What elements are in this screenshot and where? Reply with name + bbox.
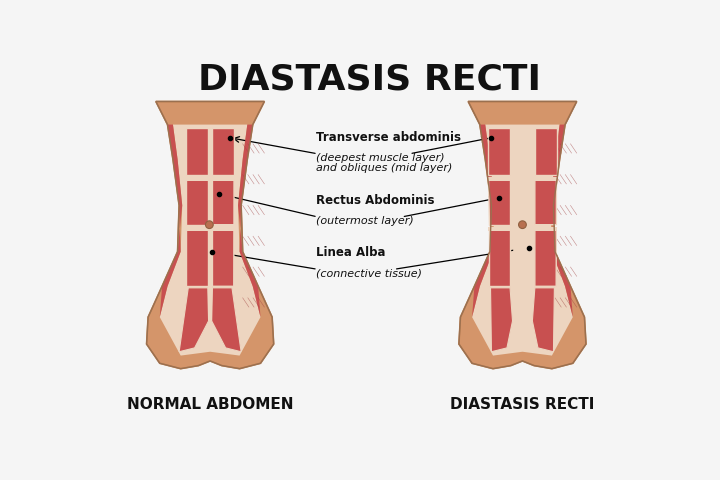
- Polygon shape: [208, 129, 212, 321]
- Polygon shape: [489, 229, 510, 286]
- Polygon shape: [212, 288, 241, 352]
- Text: (deepest muscle layer): (deepest muscle layer): [316, 153, 445, 163]
- Polygon shape: [472, 125, 573, 356]
- Polygon shape: [532, 288, 554, 352]
- Polygon shape: [186, 129, 208, 175]
- Polygon shape: [510, 129, 535, 321]
- Polygon shape: [535, 129, 557, 175]
- Polygon shape: [472, 125, 495, 317]
- Text: DIASTASIS RECTI: DIASTASIS RECTI: [197, 62, 541, 96]
- Polygon shape: [238, 125, 261, 317]
- Polygon shape: [488, 179, 510, 225]
- Polygon shape: [212, 229, 234, 286]
- Text: (connective tissue): (connective tissue): [316, 269, 423, 278]
- Polygon shape: [160, 125, 182, 317]
- Text: DIASTASIS RECTI: DIASTASIS RECTI: [450, 396, 595, 412]
- Polygon shape: [550, 125, 573, 317]
- Ellipse shape: [518, 221, 526, 228]
- Polygon shape: [535, 229, 557, 286]
- Polygon shape: [186, 177, 234, 181]
- Polygon shape: [459, 101, 586, 369]
- Polygon shape: [488, 129, 510, 175]
- Text: NORMAL ABDOMEN: NORMAL ABDOMEN: [127, 396, 293, 412]
- Ellipse shape: [205, 221, 213, 228]
- Text: Transverse abdominis: Transverse abdominis: [316, 131, 462, 144]
- Polygon shape: [186, 229, 208, 286]
- Text: (outermost layer): (outermost layer): [316, 216, 414, 226]
- Polygon shape: [212, 179, 234, 225]
- Polygon shape: [488, 227, 557, 231]
- Polygon shape: [212, 129, 234, 175]
- Polygon shape: [186, 179, 208, 225]
- Polygon shape: [179, 288, 209, 352]
- Text: Rectus Abdominis: Rectus Abdominis: [316, 194, 435, 207]
- Text: Linea Alba: Linea Alba: [316, 246, 386, 259]
- Polygon shape: [488, 177, 557, 181]
- Polygon shape: [147, 101, 274, 369]
- Polygon shape: [160, 125, 261, 356]
- Polygon shape: [535, 179, 557, 225]
- Text: and obliques (mid layer): and obliques (mid layer): [316, 163, 453, 173]
- Polygon shape: [490, 288, 513, 352]
- Polygon shape: [186, 227, 234, 231]
